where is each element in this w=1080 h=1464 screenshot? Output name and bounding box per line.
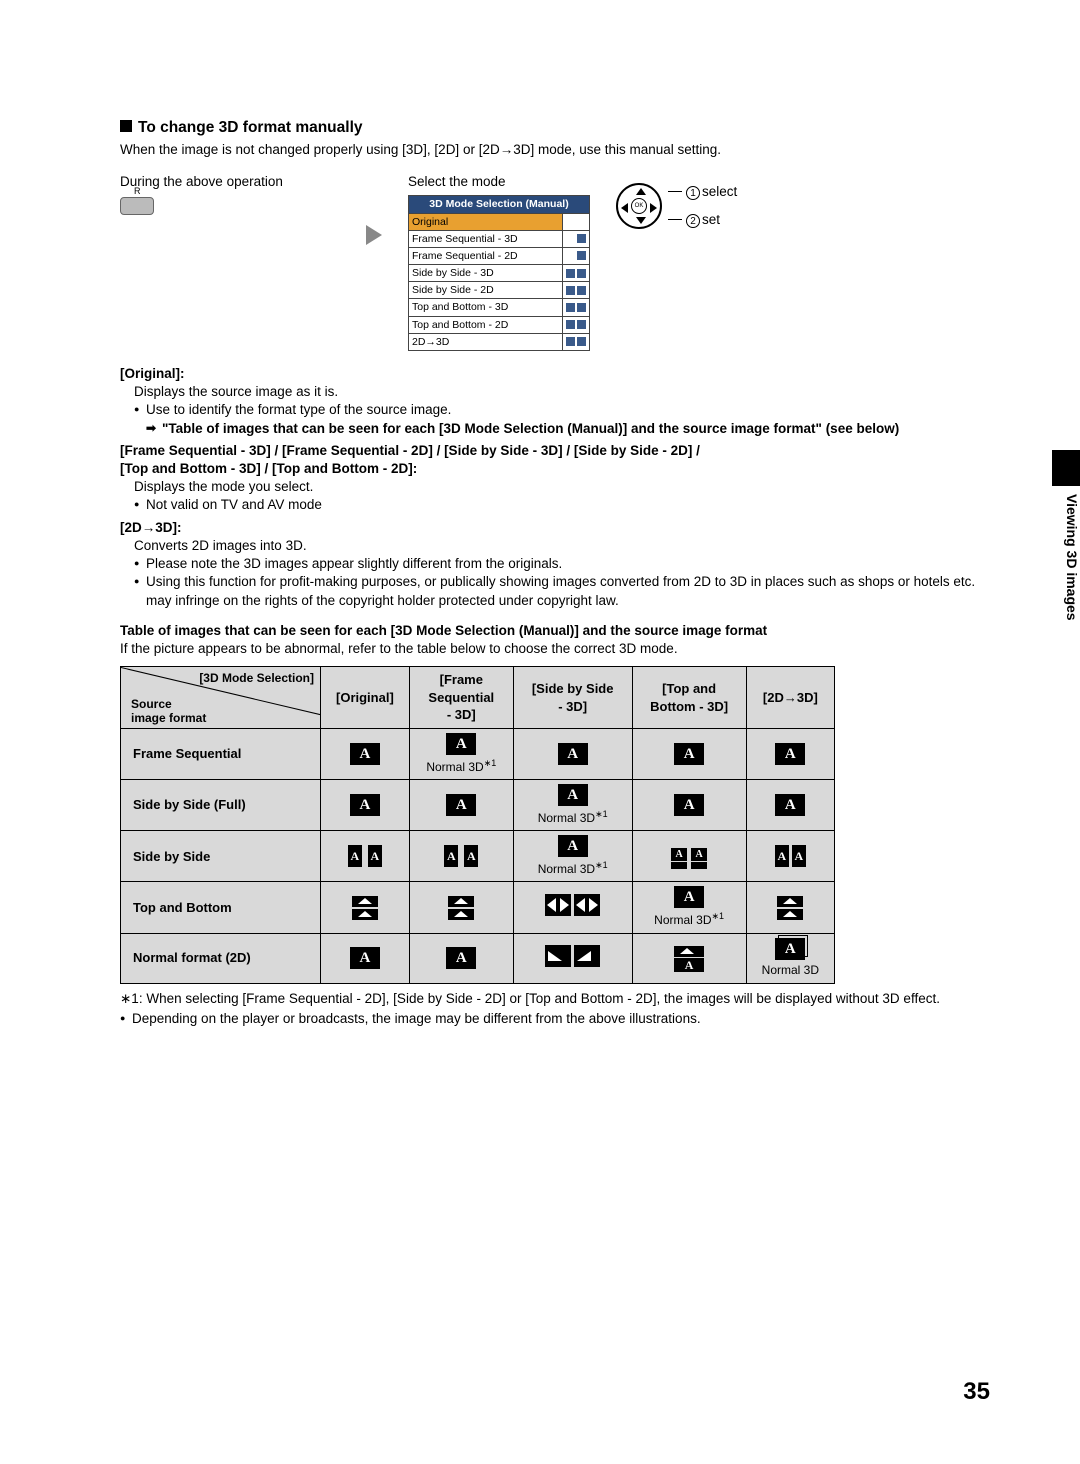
def-line: "Table of images that can be seen for ea… bbox=[134, 420, 990, 438]
footnote: Depending on the player or broadcasts, t… bbox=[120, 1010, 990, 1028]
mode-result-table: [3D Mode Selection] Sourceimage format [… bbox=[120, 666, 835, 983]
row-header: Frame Sequential bbox=[121, 728, 321, 779]
intro-text: When the image is not changed properly u… bbox=[120, 141, 990, 159]
nav-pad-icon: OK bbox=[616, 183, 662, 229]
table-cell: A bbox=[632, 780, 746, 831]
table-cell: AA bbox=[746, 831, 834, 882]
menu-item: 2D→3D bbox=[409, 333, 563, 350]
table-cell bbox=[321, 882, 410, 933]
remote-r-button: R bbox=[120, 197, 154, 215]
table-cell bbox=[409, 882, 513, 933]
table-cell: ANormal 3D∗1 bbox=[513, 831, 632, 882]
row-header: Normal format (2D) bbox=[121, 933, 321, 983]
def-original-title: [Original]: bbox=[120, 365, 990, 383]
table-cell: AA bbox=[409, 831, 513, 882]
step1-label: During the above operation bbox=[120, 173, 340, 191]
menu-item: Side by Side - 2D bbox=[409, 282, 563, 299]
section-heading: To change 3D format manually bbox=[120, 118, 990, 139]
table-cell bbox=[746, 882, 834, 933]
table-diag-header: [3D Mode Selection] Sourceimage format bbox=[121, 667, 321, 729]
table-cell: A bbox=[409, 933, 513, 983]
def-line: Use to identify the format type of the s… bbox=[134, 401, 990, 419]
def-2d3d-title: [2D→3D]: bbox=[120, 519, 990, 537]
def-line: Displays the source image as it is. bbox=[134, 383, 990, 401]
nav-select-label: 1select bbox=[668, 183, 737, 201]
arrow-icon bbox=[366, 225, 382, 245]
col-header: [Frame Sequential - 3D] bbox=[409, 667, 513, 729]
table-cell: ANormal 3D∗1 bbox=[513, 780, 632, 831]
table-intro: If the picture appears to be abnormal, r… bbox=[120, 640, 990, 658]
menu-item: Top and Bottom - 3D bbox=[409, 299, 563, 316]
def-line: Converts 2D images into 3D. bbox=[134, 537, 990, 555]
table-cell: A bbox=[321, 728, 410, 779]
col-header: [Top and Bottom - 3D] bbox=[632, 667, 746, 729]
col-header: [2D→3D] bbox=[746, 667, 834, 729]
def-line: Using this function for profit-making pu… bbox=[134, 573, 990, 609]
table-title: Table of images that can be seen for eac… bbox=[120, 622, 990, 640]
table-cell: A bbox=[409, 780, 513, 831]
row-header: Top and Bottom bbox=[121, 882, 321, 933]
table-cell: A bbox=[746, 780, 834, 831]
row-header: Side by Side (Full) bbox=[121, 780, 321, 831]
def-modes-title: [Frame Sequential - 3D] / [Frame Sequent… bbox=[120, 442, 990, 478]
table-cell: A bbox=[746, 728, 834, 779]
menu-item: Frame Sequential - 2D bbox=[409, 247, 563, 264]
table-cell: AA bbox=[321, 831, 410, 882]
table-cell: A Normal 3D bbox=[746, 933, 834, 983]
table-cell: A bbox=[632, 728, 746, 779]
def-line: Not valid on TV and AV mode bbox=[134, 496, 990, 514]
table-cell: A A bbox=[632, 831, 746, 882]
menu-item: Side by Side - 3D bbox=[409, 265, 563, 282]
row-header: Side by Side bbox=[121, 831, 321, 882]
nav-set-label: 2set bbox=[668, 211, 737, 229]
col-header: [Original] bbox=[321, 667, 410, 729]
table-cell: A bbox=[321, 780, 410, 831]
col-header: [Side by Side - 3D] bbox=[513, 667, 632, 729]
page-number: 35 bbox=[963, 1378, 990, 1406]
table-cell: A bbox=[632, 933, 746, 983]
table-cell: ANormal 3D∗1 bbox=[632, 882, 746, 933]
table-cell: A bbox=[513, 728, 632, 779]
def-line: Please note the 3D images appear slightl… bbox=[134, 555, 990, 573]
step2-label: Select the mode bbox=[408, 173, 590, 191]
table-cell: A bbox=[321, 933, 410, 983]
menu-item: Original bbox=[409, 213, 563, 230]
menu-title: 3D Mode Selection (Manual) bbox=[409, 196, 590, 213]
table-cell bbox=[513, 933, 632, 983]
menu-item: Top and Bottom - 2D bbox=[409, 316, 563, 333]
table-cell: ANormal 3D∗1 bbox=[409, 728, 513, 779]
def-line: Displays the mode you select. bbox=[134, 478, 990, 496]
mode-selection-menu: 3D Mode Selection (Manual) Original Fram… bbox=[408, 195, 590, 351]
table-cell bbox=[513, 882, 632, 933]
menu-item: Frame Sequential - 3D bbox=[409, 230, 563, 247]
footnote: ∗1: When selecting [Frame Sequential - 2… bbox=[120, 990, 990, 1008]
